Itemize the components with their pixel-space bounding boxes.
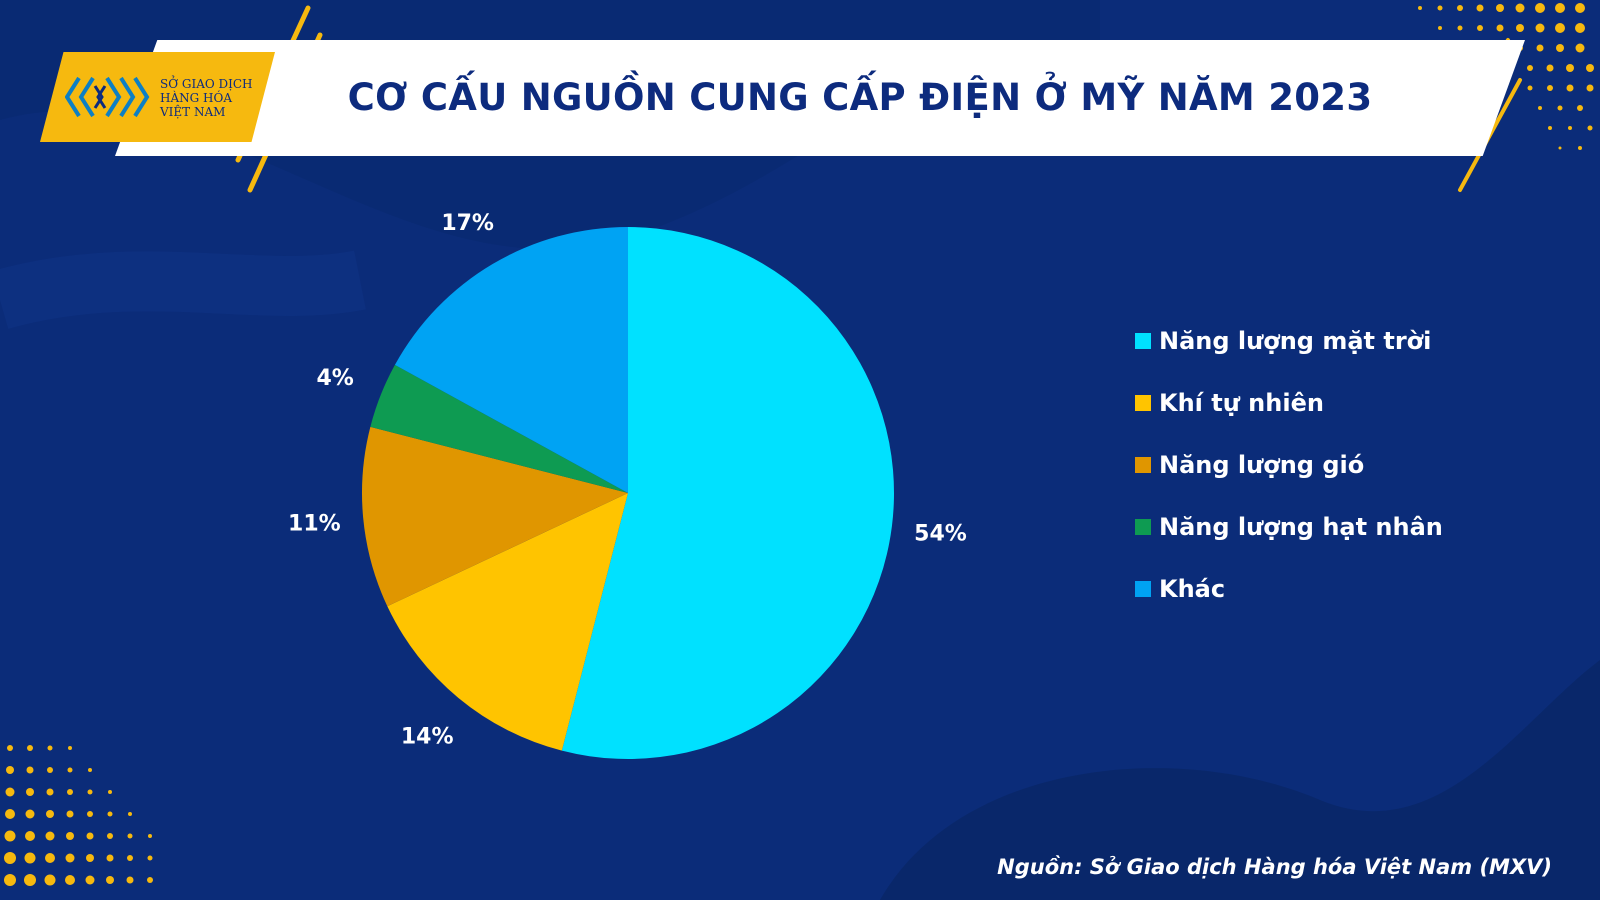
logo-line-2: HÀNG HÓA: [160, 91, 232, 105]
title-banner: [115, 40, 1525, 156]
legend-label-other: Khác: [1159, 575, 1226, 603]
source-note: Nguồn: Sở Giao dịch Hàng hóa Việt Nam (M…: [997, 855, 1552, 879]
legend-swatch-wind: [1135, 457, 1151, 473]
legend-label-solar: Năng lượng mặt trời: [1159, 327, 1432, 355]
pie-label-nuclear: 4%: [316, 366, 353, 391]
pie-slice-other: [394, 227, 628, 493]
dot-pattern-bottom-left: [4, 745, 153, 886]
legend-label-natural-gas: Khí tự nhiên: [1159, 389, 1324, 417]
pie-slice-wind: [362, 426, 628, 607]
legend-label-wind: Năng lượng gió: [1159, 451, 1365, 479]
legend-item-nuclear: Năng lượng hạt nhân: [1135, 496, 1495, 558]
logo-line-3: VIỆT NAM: [160, 105, 226, 119]
legend-swatch-nuclear: [1135, 519, 1151, 535]
legend-item-other: Khác: [1135, 558, 1495, 620]
legend-label-nuclear: Năng lượng hạt nhân: [1159, 513, 1443, 541]
legend-swatch-other: [1135, 581, 1151, 597]
logo-text: SỞ GIAO DỊCH HÀNG HÓA VIỆT NAM: [160, 77, 260, 119]
chart-title: CƠ CẤU NGUỒN CUNG CẤP ĐIỆN Ở MỸ NĂM 2023: [347, 76, 1373, 119]
chart-legend: Năng lượng mặt trời Khí tự nhiên Năng lư…: [1135, 310, 1495, 620]
pie-slice-nuclear: [370, 364, 628, 493]
exchange-logo-icon: [65, 76, 150, 118]
pie-slices: [362, 227, 895, 760]
pie-label-natural-gas: 14%: [401, 725, 454, 750]
legend-item-solar: Năng lượng mặt trời: [1135, 310, 1495, 372]
legend-item-wind: Năng lượng gió: [1135, 434, 1495, 496]
pie-slice-solar: [561, 227, 895, 760]
logo-line-1: SỞ GIAO DỊCH: [160, 77, 253, 91]
pie-slice-natural-gas: [387, 493, 628, 751]
pie-value-labels: 54% 14% 11% 4% 17%: [288, 211, 967, 750]
legend-swatch-natural-gas: [1135, 395, 1151, 411]
pie-label-wind: 11%: [288, 512, 341, 537]
dot-pattern-top-right: [1418, 3, 1594, 150]
pie-label-solar: 54%: [914, 521, 967, 546]
legend-swatch-solar: [1135, 333, 1151, 349]
legend-item-natural-gas: Khí tự nhiên: [1135, 372, 1495, 434]
pie-label-other: 17%: [441, 211, 494, 236]
